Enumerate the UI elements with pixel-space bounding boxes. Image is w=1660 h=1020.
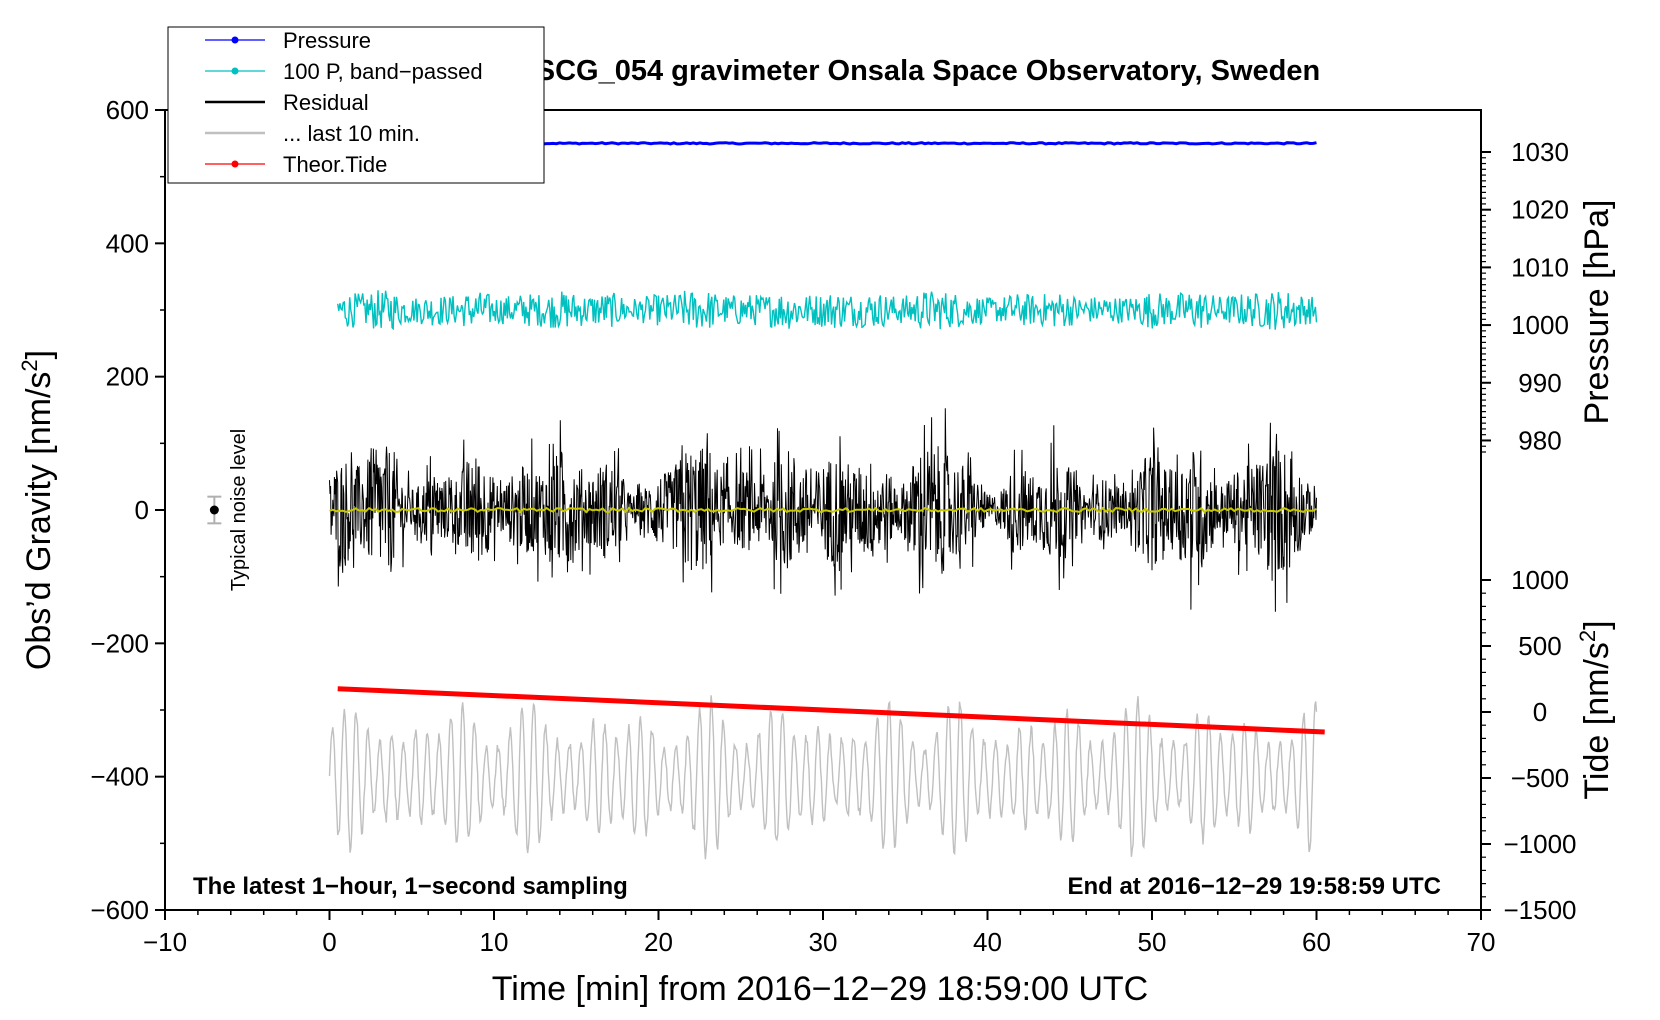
y-left-tick-label: 400 bbox=[106, 228, 149, 258]
pressure-tick-label: 1020 bbox=[1511, 195, 1569, 225]
x-tick-label: −10 bbox=[143, 927, 187, 957]
x-tick-label: 50 bbox=[1138, 927, 1167, 957]
series-line-theor-tide bbox=[337, 686, 1325, 735]
axes-layer: −10 0 10 20 30 40 50 60 706004002000−200−400−600… bbox=[90, 95, 1576, 957]
x-tick-label: 40 bbox=[973, 927, 1002, 957]
tide-tick-label: 1000 bbox=[1511, 565, 1569, 595]
series-line-100-p-band-passed bbox=[337, 290, 1318, 331]
tide-tick-label: −1500 bbox=[1503, 895, 1576, 925]
x-tick-label: 70 bbox=[1467, 927, 1496, 957]
x-tick-label: 0 bbox=[322, 927, 336, 957]
y-left-tick-label: 600 bbox=[106, 95, 149, 125]
x-tick-label: 10 bbox=[480, 927, 509, 957]
annotation-bottom-left: The latest 1−hour, 1−second sampling bbox=[193, 873, 628, 900]
pressure-tick-label: 980 bbox=[1518, 425, 1561, 455]
legend-label: Theor.Tide bbox=[283, 152, 387, 177]
pressure-tick-label: 1000 bbox=[1511, 310, 1569, 340]
pressure-tick-label: 1030 bbox=[1511, 137, 1569, 167]
legend-swatch-marker bbox=[231, 160, 239, 168]
y-axis-label-left-sup: 2 bbox=[17, 359, 42, 371]
series-layer bbox=[328, 141, 1325, 860]
y-left-tick-label: 200 bbox=[106, 362, 149, 392]
y-axis-label-tide: Tide [nm/s2] bbox=[1575, 620, 1616, 799]
pressure-tick-label: 990 bbox=[1518, 368, 1561, 398]
y-left-tick-label: −400 bbox=[90, 762, 149, 792]
y-axis-label-tide-close: ] bbox=[1578, 620, 1616, 629]
legend-label: 100 P, band−passed bbox=[283, 59, 483, 84]
legend-box bbox=[167, 26, 545, 184]
legend: Pressure 100 P, band−passed Residual ... la… bbox=[167, 26, 545, 184]
y-axis-label-tide-main: Tide [nm/s bbox=[1578, 642, 1616, 799]
y-axis-label-left: Obs’d Gravity [nm/s2] bbox=[17, 350, 58, 670]
tide-tick-label: −1000 bbox=[1503, 829, 1576, 859]
x-tick-label: 30 bbox=[809, 927, 838, 957]
legend-swatch-marker bbox=[231, 67, 239, 75]
annotation-bottom-right: End at 2016−12−29 19:58:59 UTC bbox=[1067, 873, 1441, 900]
noise-level-label: Typical noise level bbox=[228, 429, 250, 591]
y-axis-label-left-close: ] bbox=[20, 350, 58, 359]
series-line-residual bbox=[329, 408, 1317, 612]
y-axis-label-tide-sup: 2 bbox=[1575, 630, 1600, 642]
tide-tick-label: 0 bbox=[1533, 697, 1547, 727]
legend-label: ... last 10 min. bbox=[283, 121, 420, 146]
legend-label: Residual bbox=[283, 90, 369, 115]
y-axis-label-left-main: Obs’d Gravity [nm/s bbox=[20, 372, 58, 671]
legend-swatch-marker bbox=[231, 36, 239, 44]
y-axis-label-pressure: Pressure [hPa] bbox=[1578, 200, 1616, 425]
legend-label: Pressure bbox=[283, 28, 371, 53]
tide-tick-label: 500 bbox=[1518, 631, 1561, 661]
x-tick-label: 20 bbox=[644, 927, 673, 957]
x-tick-label: 60 bbox=[1302, 927, 1331, 957]
x-axis-label: Time [min] from 2016−12−29 18:59:00 UTC bbox=[492, 970, 1148, 1008]
noise-level-indicator bbox=[207, 495, 222, 525]
y-left-tick-label: 0 bbox=[135, 495, 149, 525]
noise-level-point bbox=[209, 505, 219, 515]
chart-title: SCG_054 gravimeter Onsala Space Observat… bbox=[536, 55, 1320, 87]
tide-tick-label: −500 bbox=[1511, 763, 1570, 793]
y-left-tick-label: −600 bbox=[90, 895, 149, 925]
series-line-residual-smoothed bbox=[329, 506, 1317, 514]
y-left-tick-label: −200 bbox=[90, 628, 149, 658]
pressure-tick-label: 1010 bbox=[1511, 252, 1569, 282]
series-line--last-10-min bbox=[328, 695, 1318, 860]
